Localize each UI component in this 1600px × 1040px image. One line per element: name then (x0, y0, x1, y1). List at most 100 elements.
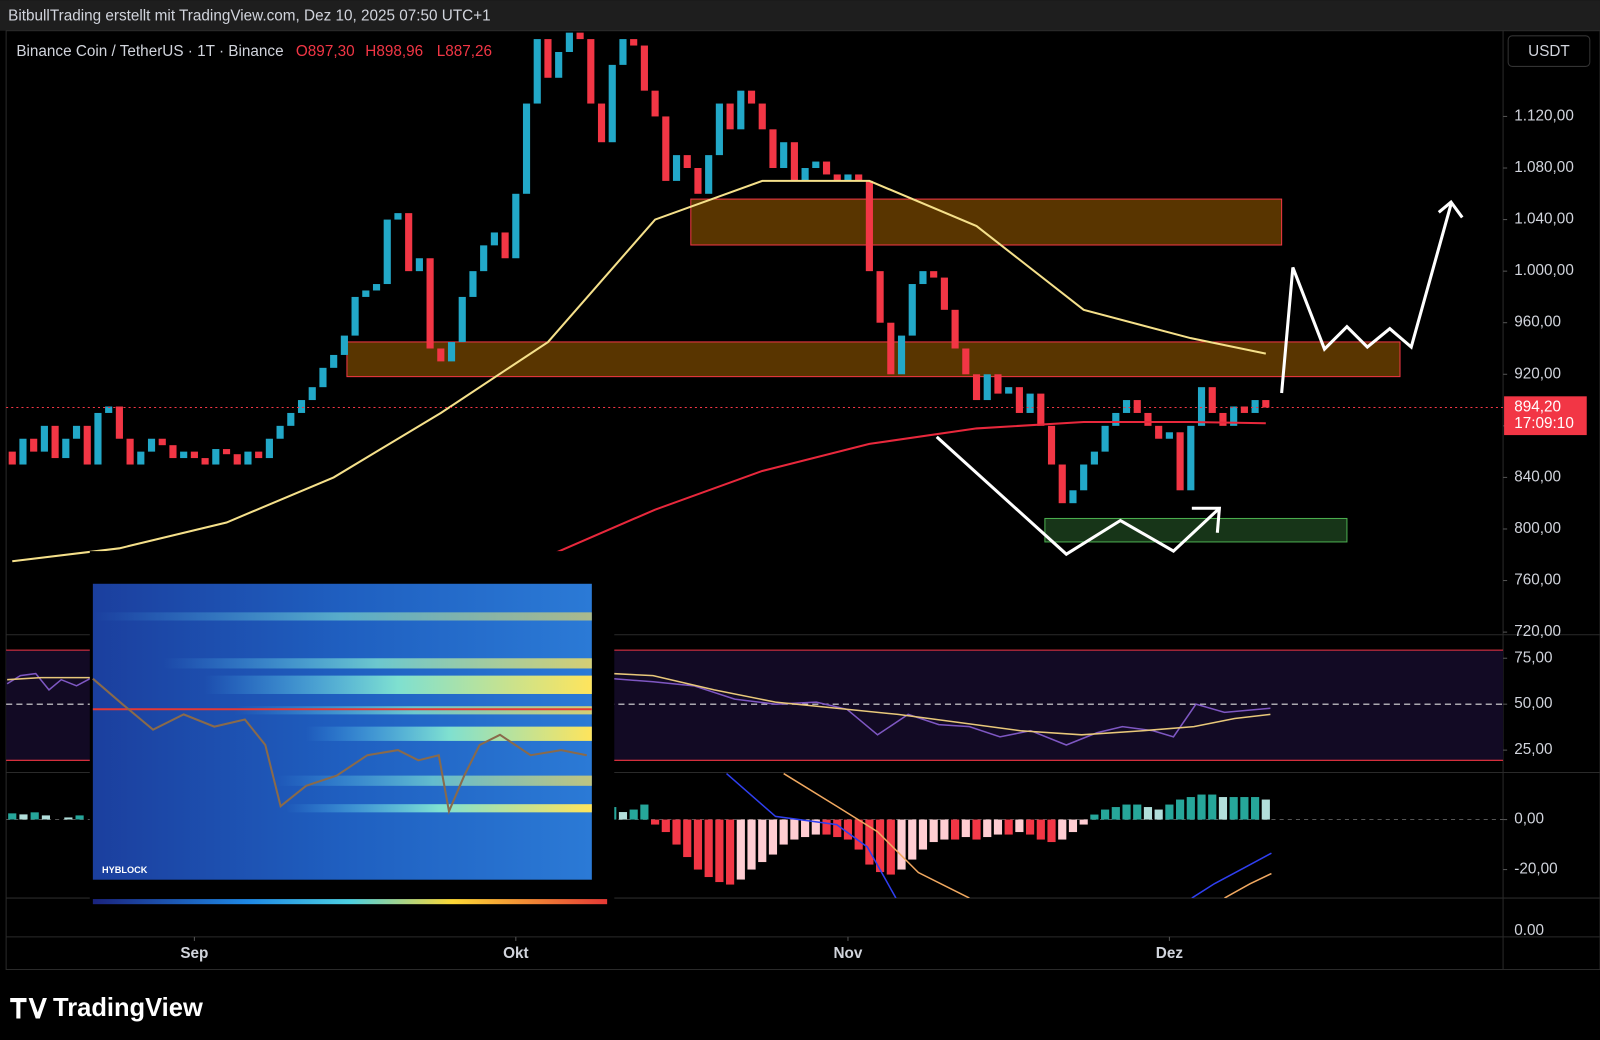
candle (351, 296, 359, 336)
y-tick-label: 760,00 (1514, 572, 1561, 589)
candle (608, 64, 616, 143)
macd-bar (790, 819, 799, 840)
macd-bar (75, 815, 84, 820)
last-price-label: 894,20 (1514, 399, 1561, 416)
candle (790, 142, 798, 181)
candle (919, 271, 927, 285)
macd-bar (64, 817, 73, 820)
footer (0, 970, 1600, 1040)
color-scale (92, 899, 608, 905)
macd-bar (30, 812, 39, 820)
macd-lines (726, 772, 1272, 899)
x-tick-label: Okt (503, 945, 529, 962)
candle (147, 438, 156, 452)
macd-bar (993, 819, 1003, 835)
macd-bar (951, 819, 960, 840)
macd-bar (715, 819, 724, 883)
macd-bar (1208, 794, 1217, 820)
rsi-ma (7, 676, 92, 681)
candle (201, 458, 209, 465)
macd-bar (983, 819, 992, 838)
macd-line (726, 772, 897, 899)
candle (62, 438, 70, 459)
macd-bar (865, 819, 874, 865)
y-tick-label: 25,00 (1514, 741, 1552, 758)
macd-bar (1133, 804, 1142, 820)
macd-bar (1036, 819, 1045, 840)
macd-bar (747, 819, 756, 870)
candle (865, 180, 873, 272)
ohlc-low: L887,26 (437, 43, 492, 60)
y-tick-label: 840,00 (1514, 468, 1561, 485)
rsi-line (612, 677, 1271, 746)
candle (1144, 412, 1152, 426)
candle (1080, 464, 1088, 491)
candle (597, 103, 606, 143)
candle (1101, 425, 1109, 452)
candle (1005, 387, 1013, 394)
macd-bar (693, 819, 703, 870)
candle (276, 425, 284, 439)
candle (522, 103, 531, 194)
candle (876, 271, 884, 323)
candle (1069, 490, 1077, 504)
macd-bar (629, 809, 638, 820)
candle (51, 425, 59, 459)
projection-arrow (1280, 203, 1453, 394)
arrow-head (1437, 199, 1464, 219)
candle (233, 454, 241, 465)
rsi-ma (612, 672, 1271, 736)
x-tick-label: Nov (834, 945, 863, 962)
candle (126, 438, 134, 465)
macd-bar (1015, 819, 1024, 833)
macd-bar (1154, 809, 1163, 820)
candle (1176, 432, 1184, 491)
macd-pane (608, 794, 1270, 885)
currency-label[interactable]: USDT (1528, 43, 1570, 60)
macd-bar (843, 819, 853, 840)
candle (1230, 406, 1238, 426)
y-tick-label: 1.080,00 (1514, 159, 1574, 176)
y-tick-label: 50,00 (1514, 695, 1552, 712)
candle (330, 354, 338, 368)
macd-bar (704, 819, 713, 878)
candle (715, 103, 723, 156)
ohlc-open: O897,30 (296, 43, 355, 60)
header-bar (0, 0, 1600, 31)
y-tick-label: 1.120,00 (1514, 107, 1574, 124)
candle (105, 406, 113, 413)
macd-bar (1004, 819, 1013, 835)
macd-line (1191, 852, 1272, 899)
macd-bar (1143, 807, 1153, 820)
candle (490, 232, 498, 246)
macd-bar (8, 813, 17, 820)
y-tick-label: -20,00 (1514, 861, 1557, 878)
currency-button[interactable] (1507, 35, 1591, 67)
macd-bar (1079, 819, 1088, 825)
candle (1047, 425, 1056, 465)
macd-bar (929, 819, 938, 843)
candle (833, 174, 841, 181)
candle (1219, 412, 1227, 426)
macd-bar (1058, 819, 1067, 840)
macd-bar (1101, 809, 1110, 820)
macd-bar (918, 819, 928, 850)
candle (994, 374, 1002, 394)
candle (458, 296, 466, 343)
candle (115, 406, 123, 439)
symbol-name: Binance Coin / TetherUS · 1T · Binance (16, 43, 283, 60)
macd-bar (908, 819, 917, 860)
candle (372, 284, 381, 291)
candle (501, 232, 509, 259)
lower-pane-tick: 0.00 (1514, 922, 1544, 939)
heat-streak (306, 726, 592, 741)
macd-bar (661, 819, 670, 833)
candle (512, 193, 520, 259)
candle (983, 374, 991, 401)
heat-streak (275, 775, 592, 786)
macd-bar (897, 819, 906, 870)
candle (1133, 400, 1141, 413)
macd-bar (961, 819, 970, 838)
candle (630, 39, 638, 46)
candle (30, 438, 38, 452)
